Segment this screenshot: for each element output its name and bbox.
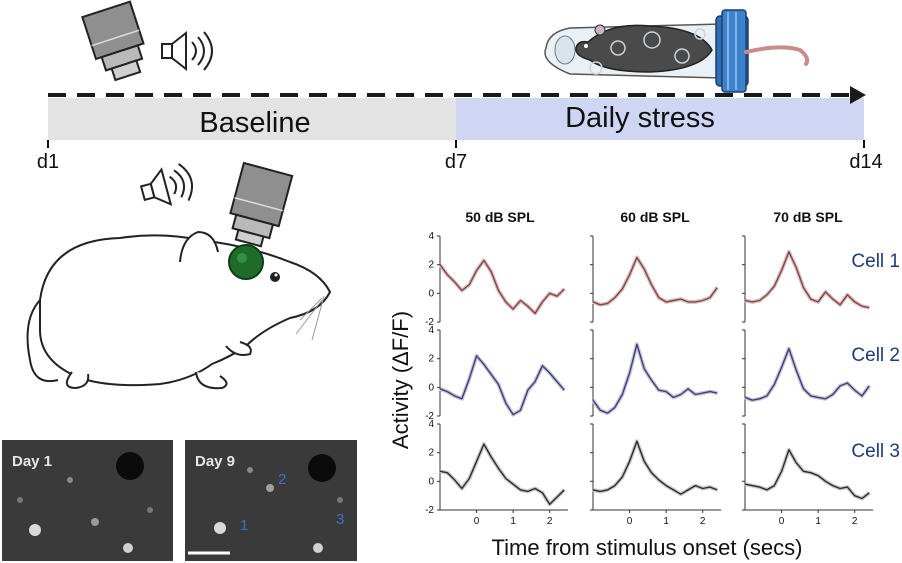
cranial-window	[228, 244, 264, 280]
x-tick-label: 2	[700, 516, 706, 527]
x-tick-label: 2	[852, 516, 858, 527]
panel-r3-c1: -2 0 2 4 0 1 2	[425, 419, 568, 527]
mouse-restraint-tube-icon	[544, 9, 810, 93]
stress-bar	[456, 98, 864, 140]
cell-marker-1: 1	[240, 517, 248, 534]
col-title-50db: 50 dB SPL	[465, 209, 535, 225]
activity-chart: 50 dB SPL 60 dB SPL 70 dB SPL Activity (…	[388, 209, 900, 560]
image-label-day9: Day 9	[195, 453, 235, 470]
x-tick-label: 0	[627, 516, 633, 527]
trace-cell-3	[744, 449, 870, 500]
stress-label: Daily stress	[565, 102, 715, 134]
panel-r3-c2: 0 1 2	[590, 423, 721, 527]
row-label-cell2: Cell 2	[851, 345, 900, 366]
x-tick-label: 1	[815, 516, 821, 527]
col-title-60db: 60 dB SPL	[620, 209, 690, 225]
col-title-70db: 70 dB SPL	[773, 209, 843, 225]
panel-r3-c3: 0 1 2	[742, 423, 873, 527]
cell-marker-3: 3	[336, 511, 344, 528]
cell-marker-2: 2	[278, 471, 286, 488]
row-label-cell1: Cell 1	[851, 251, 900, 272]
panel-r2-c1: -2 0 2 4	[425, 325, 566, 422]
trace-sem-band	[439, 353, 566, 417]
trace-cell-1	[592, 256, 718, 306]
trace-cell-2	[744, 347, 870, 401]
y-tick-label: 4	[428, 231, 434, 242]
y-tick-label: 2	[428, 354, 434, 365]
y-tick-label: 4	[428, 419, 434, 430]
x-tick-label: 1	[510, 516, 516, 527]
baseline-label: Baseline	[199, 107, 310, 139]
y-tick-label: 2	[428, 260, 434, 271]
x-axis-label: Time from stimulus onset (secs)	[492, 535, 803, 560]
y-tick-label: -2	[425, 411, 434, 422]
panel-r1-c3	[742, 235, 870, 323]
y-axis-label: Activity (ΔF/F)	[388, 311, 413, 449]
y-tick-label: 0	[428, 382, 434, 393]
y-tick-label: -2	[425, 317, 434, 328]
panel-r1-c2	[590, 235, 719, 323]
y-tick-label: 4	[428, 325, 434, 336]
trace-cell-3	[592, 440, 718, 495]
panel-r1-c1: -2 0 2 4	[425, 231, 566, 328]
microscope-objective-icon	[81, 0, 145, 82]
mouse-illustration-icon	[26, 161, 332, 390]
row-label-cell3: Cell 3	[851, 441, 900, 462]
image-day9: Day 9 1 2 3	[185, 440, 357, 561]
y-tick-label: 0	[428, 288, 434, 299]
trace-sem-band	[592, 255, 719, 307]
timeline-arrow-head	[850, 86, 866, 104]
trace-cell-1	[744, 251, 870, 309]
y-tick-label: 2	[428, 448, 434, 459]
trace-sem-band	[591, 342, 718, 416]
image-label-day1: Day 1	[12, 453, 52, 470]
trace-cell-2	[592, 343, 718, 414]
x-tick-label: 0	[779, 516, 785, 527]
trace-cell-1	[439, 259, 565, 315]
panel-r2-c3	[742, 329, 871, 417]
x-tick-label: 0	[474, 516, 480, 527]
y-tick-label: 0	[428, 476, 434, 487]
timeline: Baseline Daily stress d1 d7 d14	[37, 86, 883, 173]
trace-cell-2	[439, 355, 565, 416]
x-tick-label: 1	[663, 516, 669, 527]
panel-r2-c2	[590, 329, 718, 417]
speaker-sound-icon-2	[139, 163, 193, 207]
y-tick-label: -2	[425, 505, 434, 516]
tick-label-d7: d7	[445, 151, 467, 173]
x-tick-label: 2	[547, 516, 553, 527]
baseline-bar	[48, 98, 456, 140]
speaker-sound-icon	[161, 30, 213, 72]
trace-cell-3	[439, 443, 565, 506]
image-day1: Day 1	[2, 440, 173, 561]
tick-label-d1: d1	[37, 151, 59, 173]
tick-label-d14: d14	[849, 151, 882, 173]
